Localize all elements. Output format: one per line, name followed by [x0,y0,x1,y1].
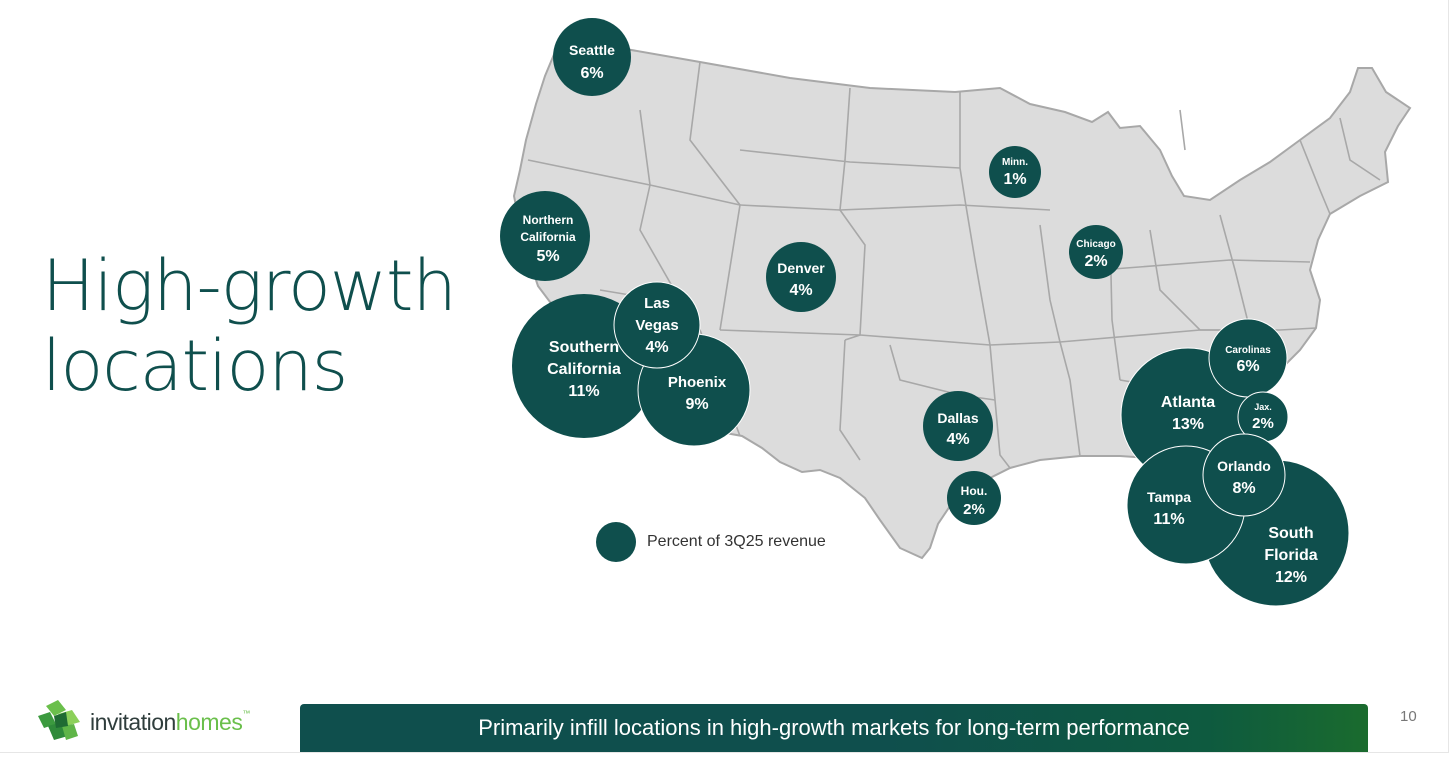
bubble-dallas-value: 4% [946,431,969,448]
bubble-phoenix-name: Phoenix [668,374,727,391]
bubble-houston: Hou. 2% [947,471,1001,525]
bubble-denver-value: 4% [789,282,812,299]
legend-swatch [596,522,636,562]
tagline-text: Primarily infill locations in high-growt… [478,715,1190,740]
bubble-southern-california-name-1: Southern [549,339,619,356]
bubble-jacksonville: Jax. 2% [1237,391,1289,443]
bubble-houston-value: 2% [963,501,985,518]
bubble-northern-california: Northern California 5% [500,191,590,281]
bubble-las-vegas: Las Vegas 4% [613,281,701,369]
logo-word-homes: homes [175,708,243,735]
bubble-houston-name: Hou. [961,484,988,498]
logo-mark-icon [38,700,80,740]
bubble-dallas-name: Dallas [937,410,978,426]
page-number: 10 [1400,708,1417,725]
bubble-tampa-name: Tampa [1147,489,1191,505]
bubble-south-florida-value: 12% [1275,569,1307,586]
bubble-orlando-name: Orlando [1217,458,1271,474]
tagline-banner: Primarily infill locations in high-growt… [300,704,1368,752]
bubble-northern-california-value: 5% [536,248,559,265]
bubble-orlando-value: 8% [1232,480,1255,497]
slide-title: High-growth locations [42,245,457,407]
bubble-carolinas-value: 6% [1236,358,1259,375]
bubble-minneapolis: Minn. 1% [989,146,1041,198]
bubble-las-vegas-name-1: Las [644,295,670,312]
slide-title-line-1: High-growth [42,245,457,327]
logo-trademark: ™ [242,708,250,718]
bubble-seattle: Seattle 6% [553,18,631,96]
bubble-jacksonville-name: Jax. [1254,402,1272,412]
legend-label: Percent of 3Q25 revenue [647,533,826,550]
bubble-chicago-value: 2% [1084,253,1107,270]
slide-title-line-2: locations [42,325,348,407]
market-bubbles: Seattle 6% Northern California 5% Southe… [500,18,1350,607]
logo-word-invitation: invitation [90,708,176,735]
bubble-atlanta-name: Atlanta [1161,394,1215,411]
bubble-orlando: Orlando 8% [1202,433,1286,517]
bubble-minneapolis-name: Minn. [1002,157,1028,168]
bubble-south-florida-name-2: Florida [1264,547,1317,564]
logo-wordmark: invitationhomes™ [90,709,250,736]
bubble-southern-california-value: 11% [568,383,599,400]
bubble-las-vegas-value: 4% [645,339,668,356]
bubble-carolinas-name: Carolinas [1225,345,1271,356]
bubble-dallas: Dallas 4% [923,391,993,461]
bubble-atlanta-value: 13% [1172,416,1204,433]
bubble-south-florida-name-1: South [1268,525,1313,542]
bubble-chicago-name: Chicago [1076,239,1115,250]
company-logo: invitationhomes™ [36,700,250,744]
bubble-las-vegas-name-2: Vegas [635,317,678,334]
bubble-jacksonville-value: 2% [1252,415,1274,432]
bubble-northern-california-name-1: Northern [523,213,574,227]
bubble-southern-california-name-2: California [547,361,621,378]
us-map: Seattle 6% Northern California 5% Southe… [500,18,1412,607]
legend: Percent of 3Q25 revenue [596,522,826,562]
bubble-minneapolis-value: 1% [1003,171,1026,188]
bubble-carolinas: Carolinas 6% [1208,318,1288,398]
bubble-seattle-name: Seattle [569,42,615,58]
bubble-chicago: Chicago 2% [1069,225,1123,279]
bubble-denver-name: Denver [777,260,825,276]
bubble-northern-california-name-2: California [520,230,576,244]
bubble-seattle-value: 6% [580,65,603,82]
bubble-phoenix-value: 9% [685,396,708,413]
bubble-tampa-value: 11% [1153,511,1184,528]
bubble-denver: Denver 4% [766,242,836,312]
